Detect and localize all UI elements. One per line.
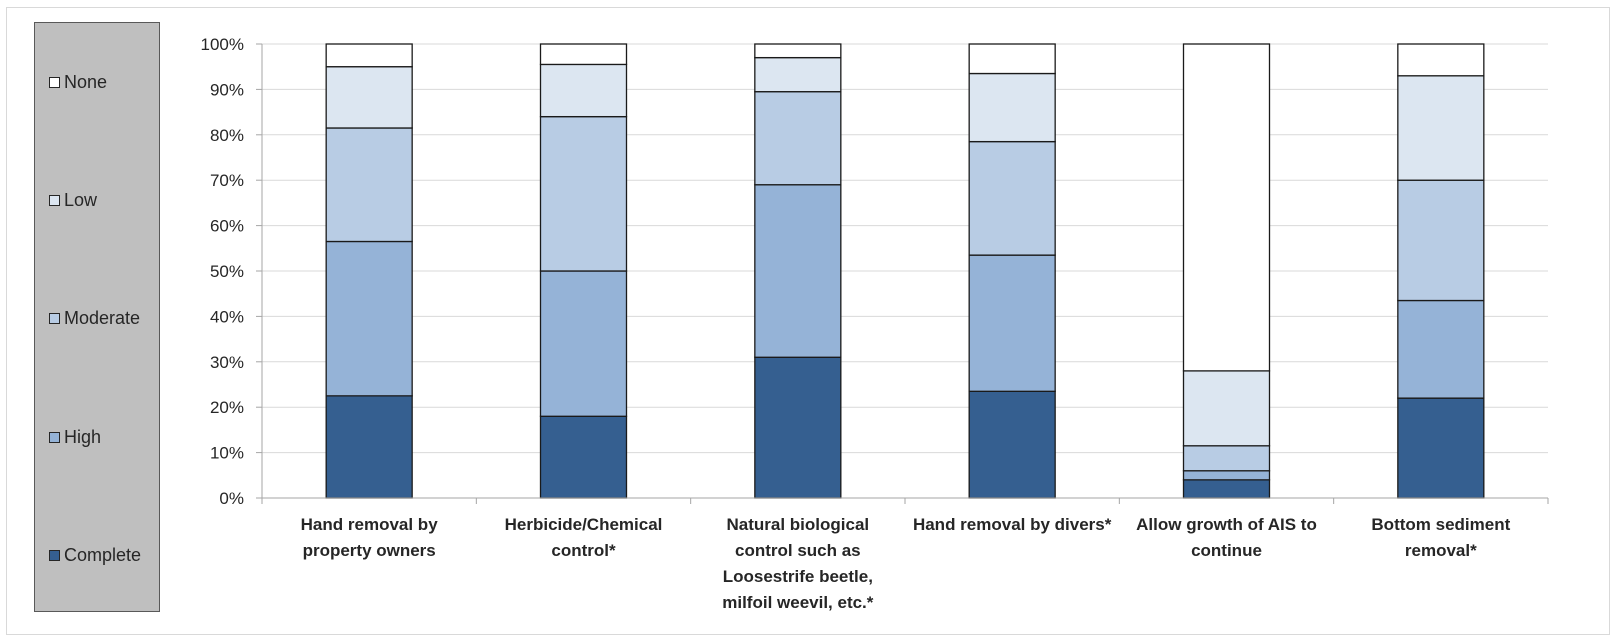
x-tick-label: Allow growth of AIS to (1136, 515, 1317, 534)
legend-swatch-none (49, 76, 60, 88)
x-tick-label: control* (551, 541, 616, 560)
bar-segment-none (968, 43, 1056, 75)
y-axis-ticks: 0% 10% 20% 30% 40% 50% 60% 70% 80% 90% 100% (201, 35, 262, 508)
x-tick-label: continue (1191, 541, 1262, 560)
bar-segment-moderate (325, 127, 413, 243)
chart-frame (6, 7, 1610, 635)
bar-segment-high (539, 270, 628, 417)
bar-segment-none (1397, 43, 1485, 77)
y-tick-label: 70% (210, 171, 244, 190)
bar-segment-moderate (1182, 445, 1271, 472)
bar-segment-complete (325, 395, 413, 499)
x-axis (261, 44, 1549, 504)
bar-segment-high (754, 184, 842, 358)
bar-segment-complete (968, 390, 1056, 499)
legend-swatch-moderate (49, 312, 60, 324)
bar-segment-complete (1182, 479, 1271, 499)
legend-item-moderate: Moderate (49, 307, 140, 329)
legend-item-none: None (49, 71, 107, 93)
bar-segment-low (325, 66, 413, 129)
x-tick-label: property owners (303, 541, 436, 560)
bar-segment-moderate (968, 140, 1056, 256)
legend-label-moderate: Moderate (64, 307, 141, 328)
y-tick-label: 100% (201, 35, 244, 54)
bar-segment-low (1397, 75, 1485, 181)
bar-segment-low (754, 56, 842, 93)
bar-segment-none (539, 43, 628, 66)
legend-swatch-high (49, 431, 60, 443)
bar-segment-low (539, 63, 628, 118)
y-tick-label: 0% (219, 489, 244, 508)
x-tick-label: Loosestrife beetle, (723, 567, 873, 586)
x-tick-label: removal* (1405, 541, 1477, 560)
y-tick-label: 20% (210, 398, 244, 417)
x-tick-label: Hand removal by (301, 515, 439, 534)
x-tick-label: Natural biological (727, 515, 870, 534)
bar-segment-complete (1397, 397, 1485, 499)
bar-segment-complete (539, 415, 628, 499)
bar-segment-none (1182, 43, 1271, 372)
y-tick-label: 40% (210, 307, 244, 326)
y-tick-label: 60% (210, 217, 244, 236)
y-tick-label: 50% (210, 262, 244, 281)
y-tick-label: 10% (210, 444, 244, 463)
legend-item-low: Low (49, 189, 97, 211)
x-tick-label: control such as (735, 541, 861, 560)
bar-segment-high (1182, 470, 1271, 481)
y-tick-label: 90% (210, 80, 244, 99)
bar-segment-none (325, 43, 413, 68)
legend-swatch-complete (49, 549, 60, 561)
bar-segment-moderate (539, 115, 628, 272)
bar-segment-moderate (754, 91, 842, 186)
x-tick-label: Bottom sediment (1371, 515, 1510, 534)
legend-item-complete: Complete (49, 544, 141, 566)
bar-segment-complete (754, 356, 842, 499)
bars (325, 43, 1485, 499)
bar-segment-high (968, 254, 1056, 392)
x-tick-label: milfoil weevil, etc.* (722, 593, 874, 612)
bar-segment-moderate (1397, 179, 1485, 302)
bar-segment-none (754, 43, 842, 59)
x-tick-label: Herbicide/Chemical (505, 515, 663, 534)
y-tick-label: 30% (210, 353, 244, 372)
legend-label-complete: Complete (64, 544, 142, 565)
bar-segment-high (1397, 299, 1485, 399)
bar-segment-low (968, 72, 1056, 143)
bar-segment-low (1182, 370, 1271, 447)
gridlines (262, 43, 1548, 454)
legend-swatch-low (49, 194, 60, 206)
x-tick-label: Hand removal by divers* (913, 515, 1112, 534)
legend: None Low Moderate High Complete (34, 22, 160, 612)
legend-label-low: Low (64, 189, 98, 210)
legend-label-high: High (64, 426, 102, 447)
x-axis-labels: Hand removal by property owners Herbicide/… (301, 515, 1511, 612)
bar-segment-high (325, 240, 413, 397)
legend-label-none: None (64, 71, 108, 92)
legend-item-high: High (49, 426, 101, 448)
y-tick-label: 80% (210, 126, 244, 145)
